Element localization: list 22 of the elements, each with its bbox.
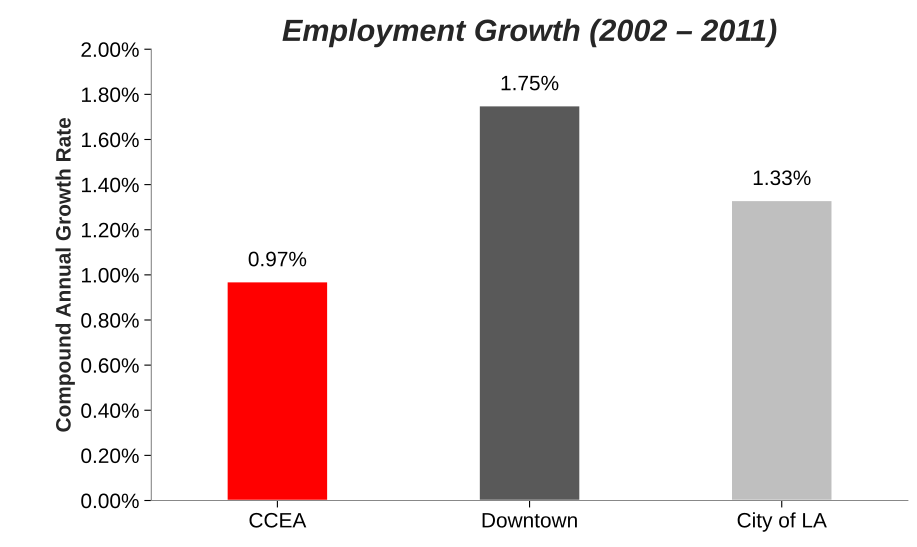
y-tick-label: 2.00% bbox=[81, 42, 139, 57]
chart-title: Employment Growth (2002 – 2011) bbox=[282, 18, 776, 48]
bar bbox=[226, 280, 329, 501]
y-tick-label: 1.80% bbox=[82, 87, 139, 102]
y-tick-label: 0.40% bbox=[81, 403, 139, 418]
data-label: 0.97% bbox=[248, 252, 306, 266]
y-tick-label: 1.20% bbox=[82, 222, 139, 238]
y-tick-label: 0.60% bbox=[81, 358, 139, 373]
bar bbox=[478, 104, 581, 501]
x-tick-label: Downtown bbox=[482, 513, 577, 528]
y-tick-label: 1.60% bbox=[82, 132, 139, 148]
y-tick-label: 0.00% bbox=[81, 494, 139, 508]
y-axis-title: Compound Annual Growth Rate bbox=[55, 118, 75, 432]
y-tick-label: 0.80% bbox=[81, 312, 139, 328]
y-tick-label: 1.40% bbox=[82, 178, 139, 192]
y-tick-label: 0.20% bbox=[81, 448, 139, 464]
y-tick-label: 1.00% bbox=[82, 268, 139, 283]
x-tick-label: City of LA bbox=[738, 512, 827, 532]
bar bbox=[730, 200, 833, 501]
x-tick-label: CCEA bbox=[250, 512, 306, 528]
data-label: 1.33% bbox=[754, 170, 811, 186]
data-label: 1.75% bbox=[502, 76, 558, 90]
